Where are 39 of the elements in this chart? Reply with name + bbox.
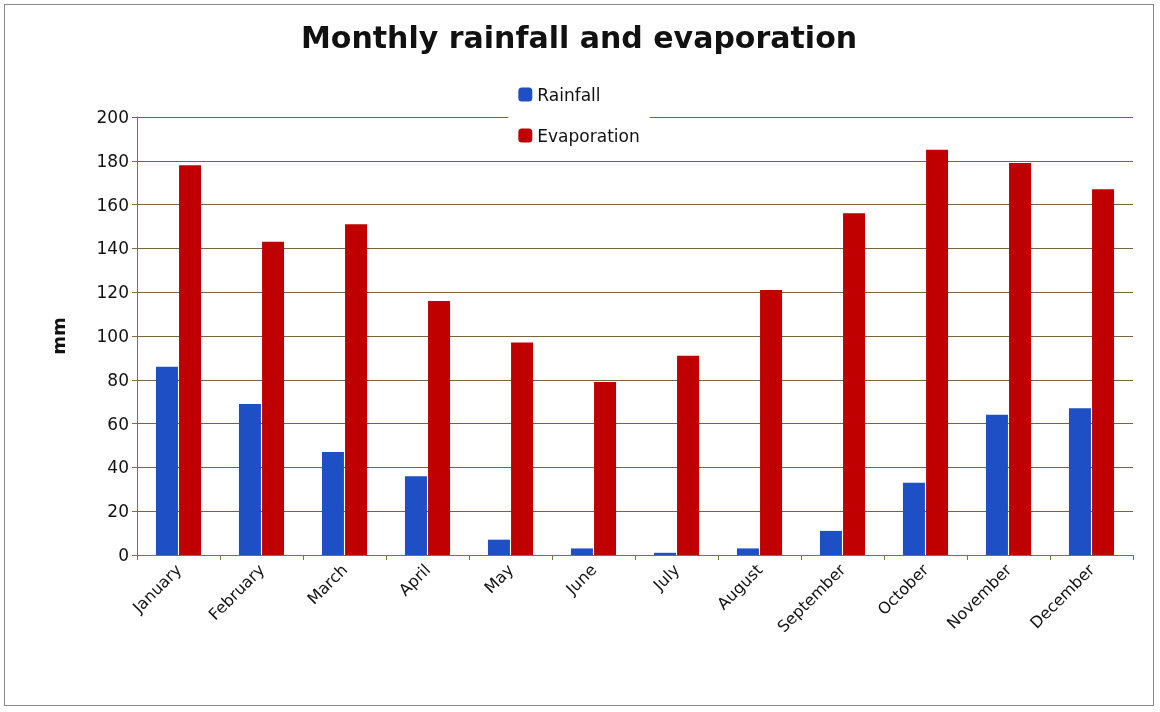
y-tick-label: 180 bbox=[96, 150, 129, 171]
bar bbox=[1068, 408, 1091, 555]
bar bbox=[736, 548, 759, 555]
bar bbox=[238, 403, 261, 555]
bar bbox=[819, 530, 842, 555]
bar bbox=[926, 149, 949, 555]
bar bbox=[428, 300, 451, 555]
bar bbox=[155, 366, 178, 555]
bar bbox=[985, 414, 1008, 555]
bar bbox=[487, 539, 510, 555]
y-tick-label: 80 bbox=[107, 369, 129, 390]
y-tick-label: 200 bbox=[96, 107, 129, 127]
legend-label: Evaporation bbox=[537, 125, 640, 146]
legend-label: Rainfall bbox=[537, 84, 601, 105]
bar bbox=[404, 476, 427, 555]
y-tick-label: 120 bbox=[96, 282, 129, 303]
chart-title: Monthly rainfall and evaporation bbox=[300, 19, 858, 55]
bar bbox=[653, 552, 676, 555]
y-tick-label: 140 bbox=[96, 238, 129, 259]
y-tick-label: 20 bbox=[107, 501, 129, 522]
bar bbox=[902, 482, 925, 555]
y-tick-label: 100 bbox=[96, 326, 129, 346]
bar bbox=[1092, 189, 1115, 555]
bar bbox=[1009, 162, 1032, 555]
bar bbox=[262, 241, 285, 555]
y-tick-label: 40 bbox=[107, 457, 129, 478]
bar bbox=[677, 355, 700, 555]
y-axis-title: mm bbox=[47, 317, 69, 355]
bar bbox=[594, 381, 617, 555]
y-tick-label: 0 bbox=[118, 545, 129, 565]
bar bbox=[511, 342, 534, 555]
bar bbox=[345, 224, 368, 555]
bar bbox=[321, 452, 344, 555]
bar bbox=[570, 548, 593, 555]
y-tick-label: 160 bbox=[96, 194, 129, 215]
y-tick-label: 60 bbox=[107, 413, 129, 434]
bar bbox=[760, 290, 783, 555]
bar bbox=[843, 213, 866, 555]
bar bbox=[179, 165, 202, 555]
